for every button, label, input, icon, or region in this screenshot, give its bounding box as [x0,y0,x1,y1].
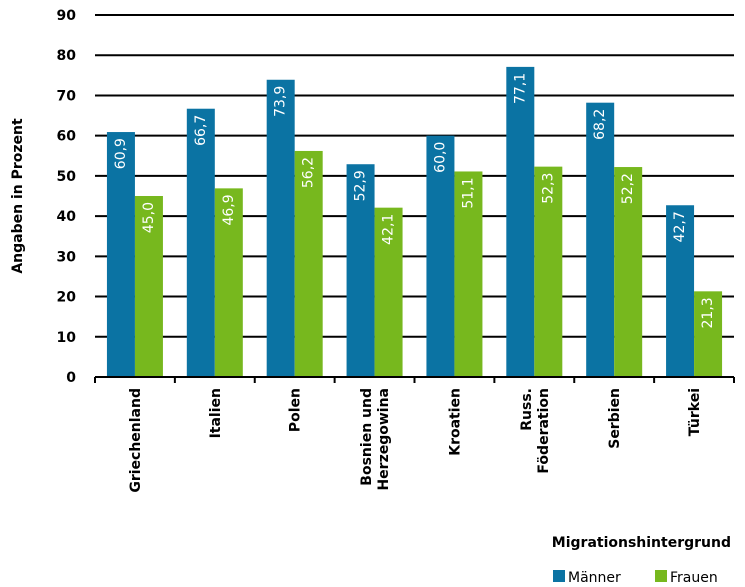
bar-frauen-2 [294,150,323,377]
y-tick-30: 30 [57,249,77,265]
category-label: Serbien [607,388,623,449]
bar-männer-7 [666,205,695,377]
y-tick-90: 90 [57,8,77,24]
y-tick-labels: 0 10 20 30 40 50 60 70 80 90 [57,8,77,386]
bar-männer-4 [426,135,455,377]
y-tick-50: 50 [57,169,77,185]
legend-swatch-frauen [655,570,667,582]
category-label: Italien [208,388,224,438]
legend-title: Migrationshintergrund [552,535,731,551]
bar-frauen-4 [454,171,483,377]
bar-value-label: 52,9 [353,170,369,201]
bar-value-label: 60,9 [113,138,129,169]
bar-value-label: 60,0 [432,142,448,173]
bar-frauen-7 [694,291,723,377]
category-label: Griechenland [128,388,144,493]
bar-männer-6 [586,102,615,377]
category-label: Bosnien und [359,388,375,486]
category-label: Russ. [519,388,535,431]
y-tick-70: 70 [57,88,77,104]
category-label: Kroatien [447,388,463,456]
bar-value-label: 45,0 [141,202,157,233]
category-labels: Griechenland Italien Polen Bosnien und Herze… [128,388,703,493]
bar-frauen-0 [134,196,163,377]
y-axis-title: Angaben in Prozent [10,118,26,274]
bar-männer-1 [186,108,215,378]
y-tick-0: 0 [66,370,76,386]
category-label: Föderation [536,388,552,474]
category-label: Polen [288,388,304,432]
bar-frauen-6 [614,167,643,377]
bar-value-label: 73,9 [273,86,289,117]
bar-männer-3 [346,164,375,377]
bar-value-label: 42,7 [672,211,688,242]
category-label: Herzegowina [376,388,392,491]
y-tick-20: 20 [57,290,77,306]
bar-frauen-3 [374,207,403,377]
bar-value-label: 46,9 [221,194,237,225]
bar-value-label: 56,2 [301,157,317,188]
axes [94,376,735,383]
category-label: Türkei [687,388,703,436]
bar-value-label: 21,3 [700,297,716,328]
bar-frauen-5 [534,166,563,377]
legend-swatch-männer [553,570,565,582]
legend: Männer Frauen [553,570,718,586]
bar-value-label: 42,1 [381,214,397,245]
bar-männer-2 [266,79,295,377]
bar-value-label: 52,2 [620,173,636,204]
bar-value-label: 66,7 [193,115,209,146]
bar-value-label: 52,3 [540,173,556,204]
bar-value-label: 77,1 [512,73,528,104]
bar-value-label: 51,1 [460,177,476,208]
y-tick-80: 80 [57,48,77,64]
y-tick-40: 40 [57,209,77,225]
y-tick-60: 60 [57,129,77,145]
legend-label-frauen: Frauen [670,570,718,586]
bar-frauen-1 [214,188,243,377]
bar-value-label: 68,2 [592,109,608,140]
legend-label-männer: Männer [568,570,621,586]
bar-männer-0 [106,132,135,377]
bars: 60,9 45,0 66,7 46,9 73,9 56,2 52,9 42,1 60,0 51,1… [106,66,723,378]
bar-männer-5 [506,66,535,378]
y-tick-10: 10 [57,330,77,346]
